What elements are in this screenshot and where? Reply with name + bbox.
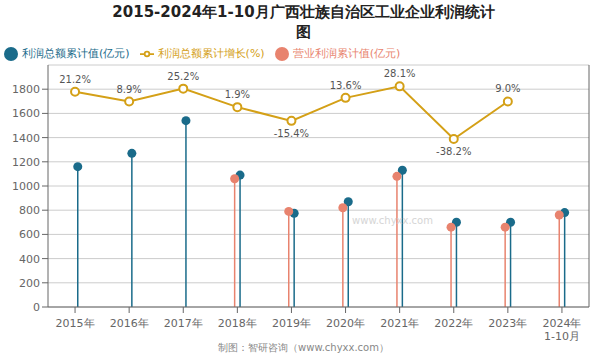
svg-text:200: 200 bbox=[19, 277, 40, 290]
svg-text:2022年: 2022年 bbox=[434, 317, 473, 330]
svg-text:21.2%: 21.2% bbox=[59, 74, 91, 85]
svg-text:9.0%: 9.0% bbox=[495, 83, 520, 94]
svg-text:2017年: 2017年 bbox=[164, 317, 203, 330]
html-text:制图：智研咨询（www.chyxx.com）: 制图：智研咨询（www.chyxx.com） bbox=[218, 342, 389, 353]
svg-text:1600: 1600 bbox=[12, 107, 40, 120]
svg-text:2018年: 2018年 bbox=[218, 317, 257, 330]
svg-text:1800: 1800 bbox=[12, 83, 40, 96]
svg-text:2023年: 2023年 bbox=[488, 317, 527, 330]
svg-text:25.2%: 25.2% bbox=[167, 71, 199, 82]
svg-text:600: 600 bbox=[19, 228, 40, 241]
svg-text:800: 800 bbox=[19, 204, 40, 217]
html-text:利润总额累计值(亿元): 利润总额累计值(亿元) bbox=[22, 47, 130, 60]
html-text:营业利润累计值(亿元): 营业利润累计值(亿元) bbox=[292, 47, 401, 60]
html-text:www.chyxx.com: www.chyxx.com bbox=[352, 215, 433, 227]
svg-text:1400: 1400 bbox=[12, 132, 40, 145]
svg-text:-38.2%: -38.2% bbox=[436, 146, 471, 157]
svg-text:1000: 1000 bbox=[12, 180, 40, 193]
svg-text:2020年: 2020年 bbox=[326, 317, 365, 330]
svg-text:1200: 1200 bbox=[12, 156, 40, 169]
svg-text:2015年: 2015年 bbox=[56, 317, 95, 330]
svg-text:1.9%: 1.9% bbox=[225, 89, 250, 100]
svg-text:2016年: 2016年 bbox=[110, 317, 149, 330]
html-text:利润总额累计增长(%): 利润总额累计增长(%) bbox=[157, 47, 265, 60]
svg-text:2024年1-10月: 2024年1-10月 bbox=[542, 317, 581, 341]
svg-text:8.9%: 8.9% bbox=[116, 84, 141, 95]
html-text:图: 图 bbox=[296, 23, 311, 41]
svg-text:0: 0 bbox=[33, 301, 40, 314]
svg-text:-15.4%: -15.4% bbox=[274, 128, 309, 139]
svg-text:2019年: 2019年 bbox=[272, 317, 311, 330]
svg-text:13.6%: 13.6% bbox=[330, 80, 362, 91]
svg-text:28.1%: 28.1% bbox=[384, 68, 416, 79]
svg-text:400: 400 bbox=[19, 253, 40, 266]
html-text:2015-2024年1-10月广西壮族自治区工业企业利润统计: 2015-2024年1-10月广西壮族自治区工业企业利润统计 bbox=[112, 3, 495, 21]
svg-text:2021年: 2021年 bbox=[380, 317, 419, 330]
